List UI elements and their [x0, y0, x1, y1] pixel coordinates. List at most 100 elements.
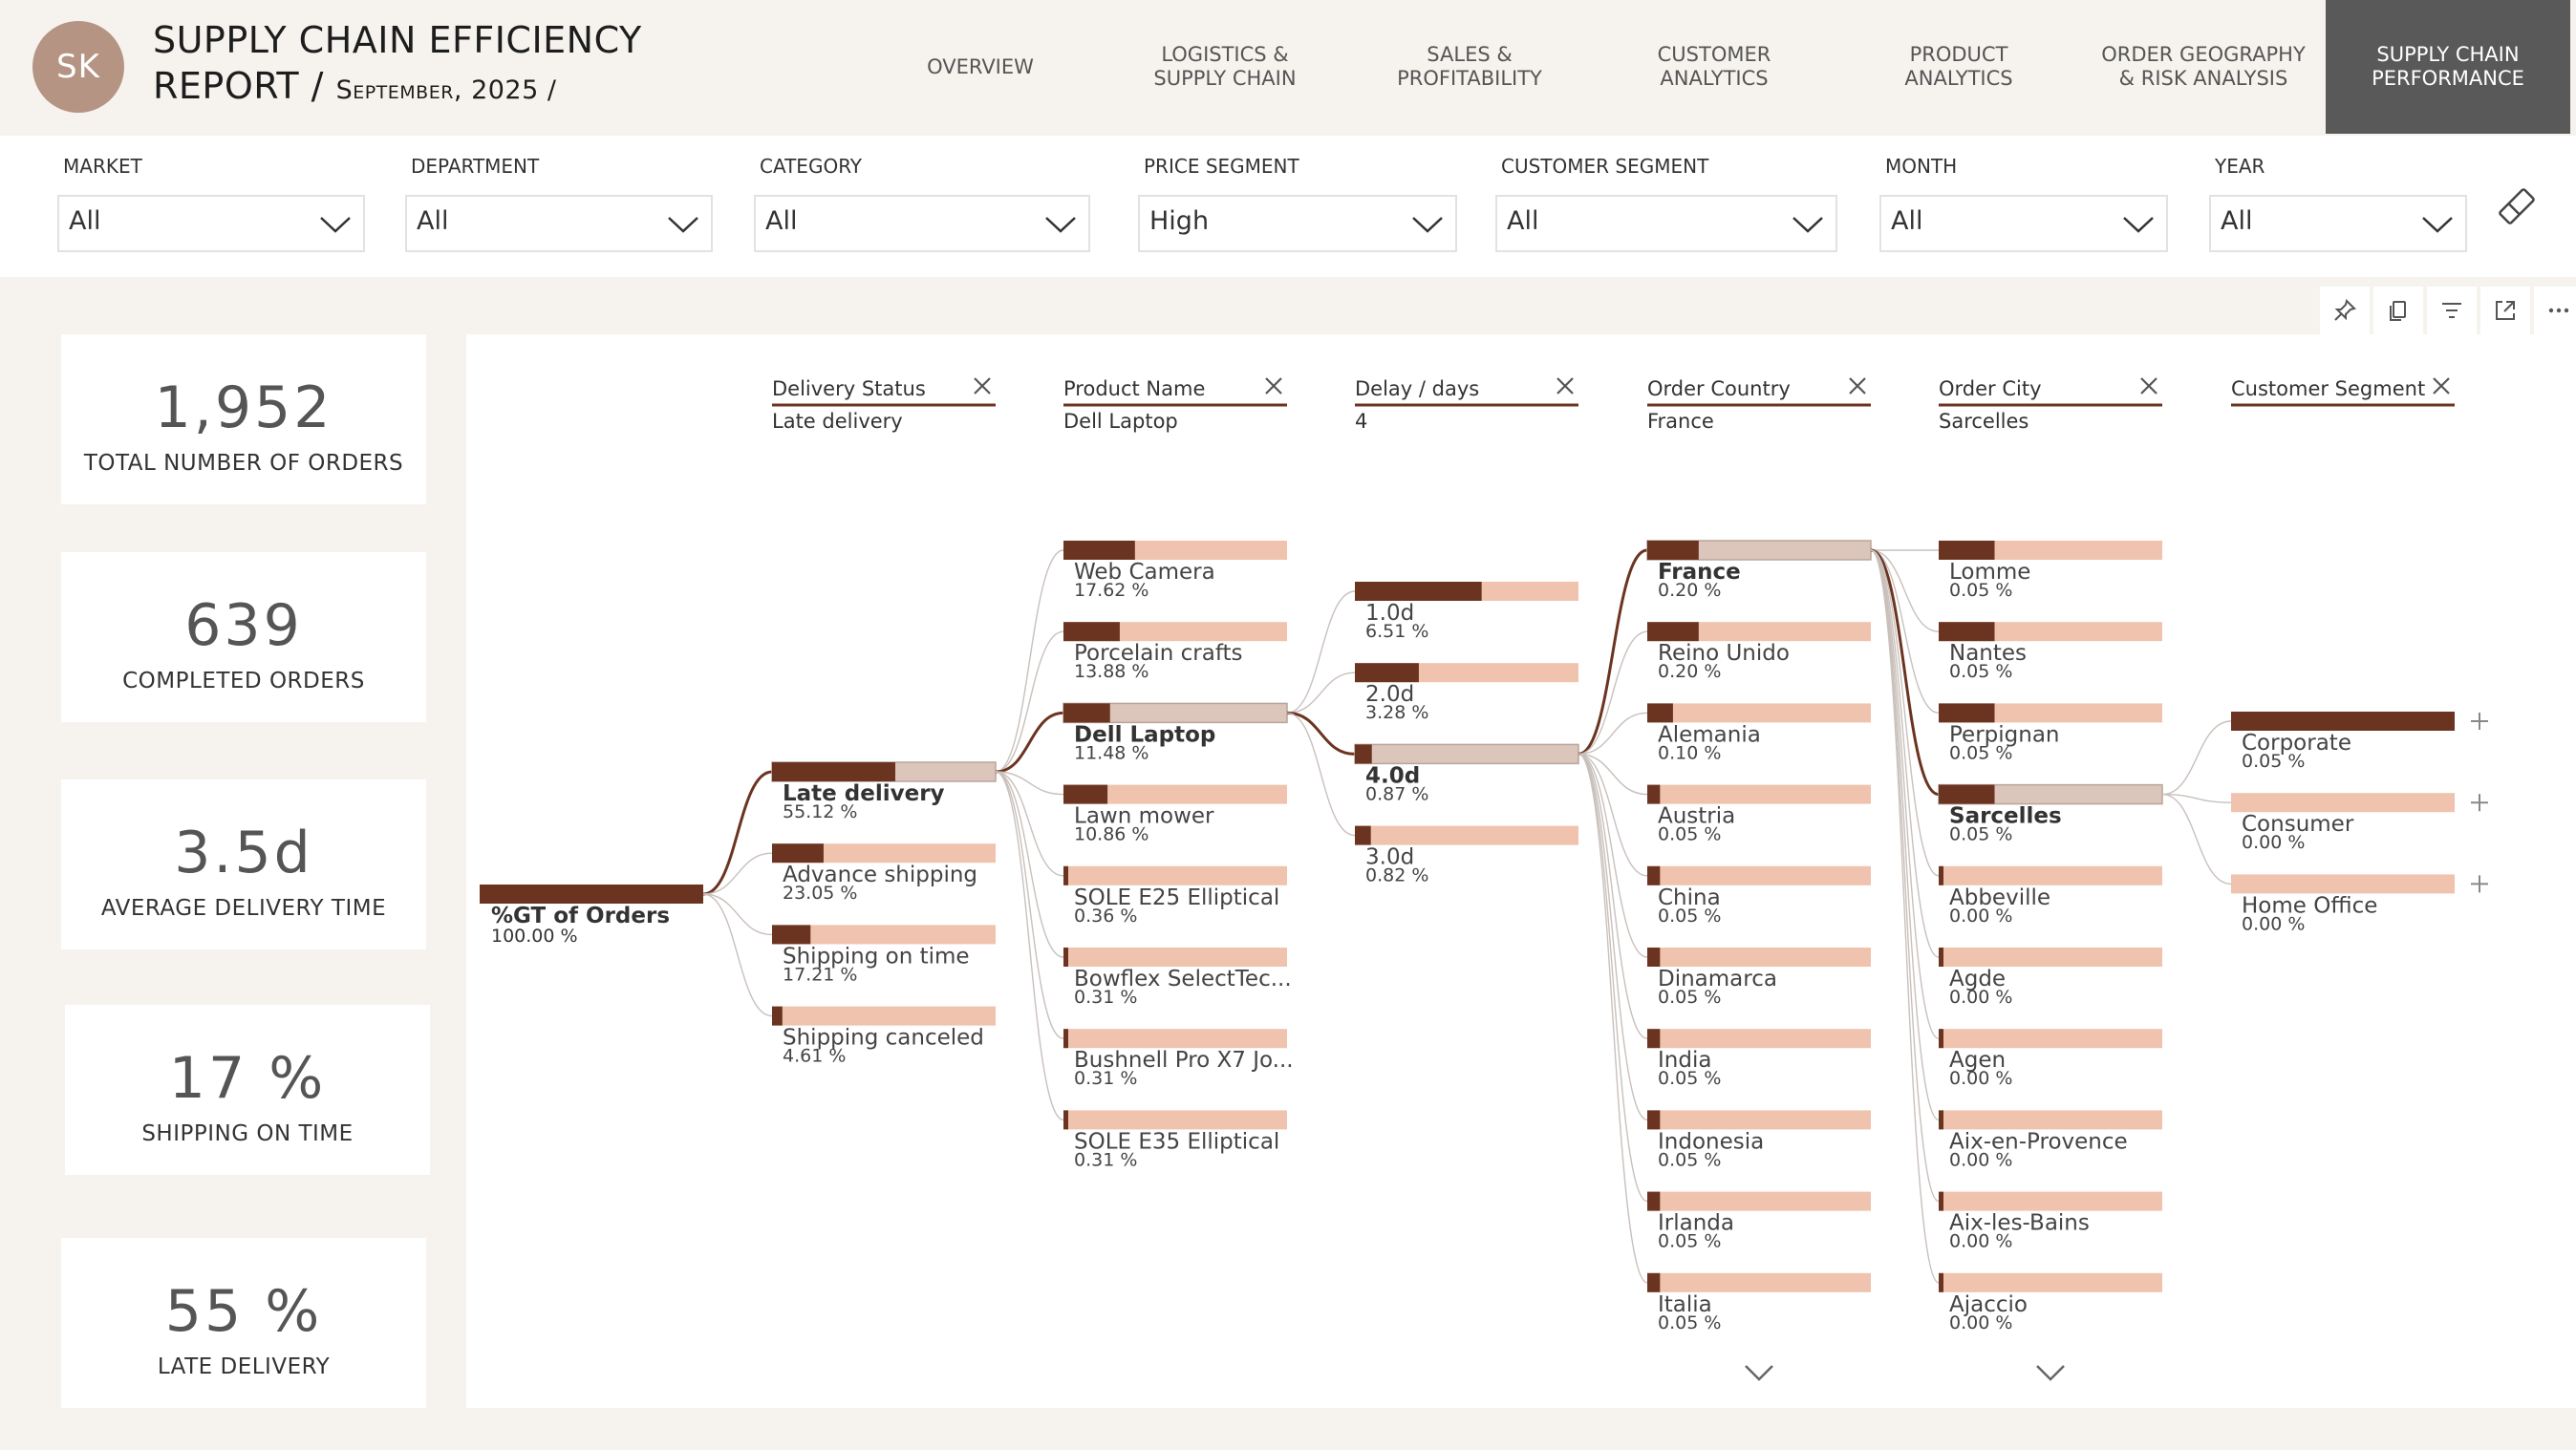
focus-mode-icon[interactable]	[2480, 287, 2530, 334]
tree-node[interactable]	[1939, 622, 2162, 642]
tree-node[interactable]	[1938, 783, 2163, 805]
tree-node[interactable]	[1355, 825, 1578, 845]
pin-icon[interactable]	[2320, 287, 2370, 334]
tab-logistics-supply-chain[interactable]: LOGISTICS & SUPPLY CHAIN	[1153, 43, 1297, 90]
node-value: 0.05 %	[1658, 824, 1721, 845]
category-dropdown[interactable]: All	[754, 195, 1090, 252]
tree-root-node[interactable]	[480, 885, 703, 904]
plus-icon[interactable]	[2471, 875, 2488, 893]
tree-node[interactable]	[772, 1006, 996, 1026]
node-value: 0.00 %	[1949, 1068, 2012, 1089]
level-header-1[interactable]	[772, 377, 996, 407]
market-dropdown[interactable]: All	[57, 195, 365, 252]
tree-node[interactable]	[1355, 663, 1578, 683]
tree-node[interactable]	[1647, 622, 1871, 642]
tree-node[interactable]	[1939, 541, 2162, 560]
tree-node[interactable]	[1063, 784, 1287, 804]
department-dropdown[interactable]: All	[405, 195, 713, 252]
tree-connector	[1286, 711, 1356, 756]
tab-product-analytics[interactable]: PRODUCT ANALYTICS	[1904, 43, 2013, 90]
node-bar-bg	[1647, 948, 1871, 967]
node-bar-bg	[1647, 703, 1871, 723]
node-label: India	[1658, 1048, 1711, 1073]
close-icon[interactable]	[1265, 377, 1282, 394]
tree-node[interactable]	[1939, 1110, 2162, 1130]
eraser-icon[interactable]	[2496, 185, 2538, 227]
level-header-5[interactable]	[1939, 377, 2162, 407]
tree-node[interactable]	[1647, 703, 1871, 723]
tree-node[interactable]	[2231, 793, 2455, 813]
tab-overview[interactable]: OVERVIEW	[927, 54, 1034, 78]
kpi-label: SHIPPING ON TIME	[141, 1121, 354, 1146]
node-label: Consumer	[2242, 812, 2354, 837]
node-label: Bushnell Pro X7 Jo...	[1074, 1048, 1294, 1073]
tree-node[interactable]	[1063, 622, 1287, 642]
plus-icon[interactable]	[2471, 794, 2488, 812]
tree-node[interactable]	[1647, 1110, 1871, 1130]
level-header-2[interactable]	[1063, 377, 1287, 407]
tree-node[interactable]	[1939, 1272, 2162, 1292]
price-segment-dropdown[interactable]: High	[1138, 195, 1457, 252]
filter-label: CUSTOMER SEGMENT	[1501, 155, 1709, 178]
tree-node[interactable]	[772, 925, 996, 945]
node-label: 1.0d	[1365, 601, 1414, 626]
close-icon[interactable]	[1556, 377, 1574, 394]
level-header-3[interactable]	[1355, 377, 1578, 407]
tree-node[interactable]	[1647, 784, 1871, 804]
root-label: %GT of Orders	[491, 904, 670, 928]
tree-node[interactable]	[1939, 865, 2162, 885]
tree-node[interactable]	[1939, 1191, 2162, 1211]
filter-icon[interactable]	[2427, 287, 2477, 334]
level-header-6[interactable]	[2231, 377, 2455, 407]
tree-connector	[1870, 549, 1940, 958]
tree-node[interactable]	[1063, 702, 1288, 724]
tree-node[interactable]	[1939, 703, 2162, 723]
tree-node[interactable]	[1063, 1029, 1287, 1049]
node-value: 13.88 %	[1074, 661, 1149, 682]
close-icon[interactable]	[2140, 377, 2157, 394]
tree-node[interactable]	[1063, 541, 1287, 560]
close-icon[interactable]	[1849, 377, 1866, 394]
tab-supply-chain-performance[interactable]: SUPPLY CHAIN PERFORMANCE	[2326, 0, 2570, 134]
tab-order-geography-risk[interactable]: ORDER GEOGRAPHY & RISK ANALYSIS	[2101, 43, 2306, 90]
more-options-icon[interactable]	[2534, 287, 2576, 334]
tree-node[interactable]	[1646, 540, 1872, 561]
tree-node[interactable]	[1647, 865, 1871, 885]
tree-node[interactable]	[1063, 1110, 1287, 1130]
level-field-name: Delivery Status	[772, 377, 926, 400]
plus-icon[interactable]	[2471, 713, 2488, 730]
tree-node[interactable]	[1063, 948, 1287, 967]
year-dropdown[interactable]: All	[2209, 195, 2467, 252]
tree-node[interactable]	[1939, 1029, 2162, 1049]
level-header-4[interactable]	[1647, 377, 1871, 407]
avatar: SK	[32, 21, 124, 113]
tree-node[interactable]	[1647, 1029, 1871, 1049]
tree-node[interactable]	[772, 843, 996, 864]
month-dropdown[interactable]: All	[1879, 195, 2168, 252]
tree-connector	[702, 770, 773, 896]
chevron-down-icon[interactable]	[1745, 1365, 1773, 1381]
tree-node[interactable]	[1939, 948, 2162, 967]
tree-node[interactable]	[1647, 948, 1871, 967]
tree-node[interactable]	[2231, 712, 2455, 731]
chevron-down-icon	[320, 217, 351, 233]
copy-icon[interactable]	[2373, 287, 2423, 334]
tree-node[interactable]	[2231, 874, 2455, 894]
tab-sales-profitability[interactable]: SALES & PROFITABILITY	[1397, 43, 1542, 90]
tree-node[interactable]	[771, 761, 997, 782]
tab-customer-analytics[interactable]: CUSTOMER ANALYTICS	[1657, 43, 1771, 90]
node-bar-bg	[1647, 1191, 1871, 1211]
node-label: Porcelain crafts	[1074, 641, 1243, 666]
tree-node[interactable]	[1063, 865, 1287, 885]
tree-node[interactable]	[1647, 1191, 1871, 1211]
node-bar-fill	[1063, 541, 1135, 560]
tree-node[interactable]	[1354, 743, 1579, 765]
tree-connector	[1578, 753, 1648, 958]
close-icon[interactable]	[2433, 377, 2450, 394]
customer-segment-dropdown[interactable]: All	[1495, 195, 1837, 252]
tree-node[interactable]	[1355, 582, 1578, 601]
close-icon[interactable]	[974, 377, 991, 394]
tree-node[interactable]	[1647, 1272, 1871, 1292]
node-label: Indonesia	[1658, 1129, 1764, 1154]
chevron-down-icon[interactable]	[2036, 1365, 2065, 1381]
